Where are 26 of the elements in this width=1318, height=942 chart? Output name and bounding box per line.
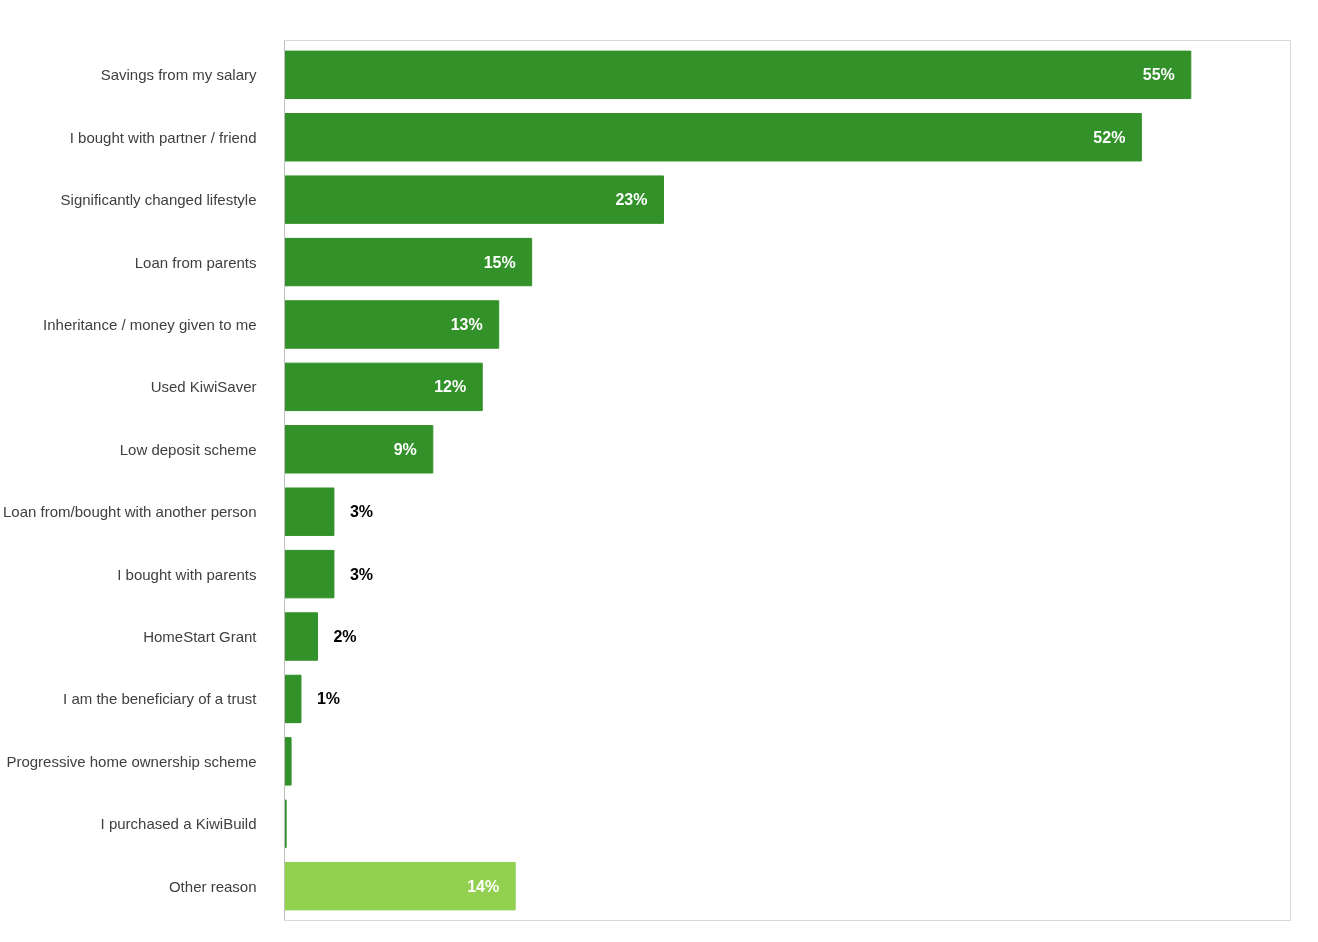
y-tick-label: HomeStart Grant xyxy=(143,628,258,646)
y-tick-label: I bought with parents xyxy=(117,565,257,583)
data-label: 14% xyxy=(467,877,500,895)
y-tick-label: Other reason xyxy=(168,877,257,895)
data-label: 13% xyxy=(450,315,483,333)
data-label: 12% xyxy=(434,378,467,396)
data-label: 2% xyxy=(333,628,357,646)
data-label: 55% xyxy=(1142,66,1175,84)
y-tick-label: I purchased a KiwiBuild xyxy=(100,815,257,833)
y-tick-label: Significantly changed lifestyle xyxy=(60,191,257,209)
data-label: 52% xyxy=(1093,128,1126,146)
y-tick-label: I am the beneficiary of a trust xyxy=(63,690,258,708)
y-tick-label: Used KiwiSaver xyxy=(150,378,257,396)
data-label: 3% xyxy=(349,503,374,521)
y-tick-label: Savings from my salary xyxy=(100,66,257,84)
y-tick-label: Loan from parents xyxy=(134,253,257,271)
data-label: 23% xyxy=(615,191,648,209)
data-label: 3% xyxy=(349,565,374,583)
data-label: 15% xyxy=(483,253,516,271)
data-label: 9% xyxy=(393,440,417,458)
y-tick-label: Low deposit scheme xyxy=(119,440,257,458)
y-tick-label: Loan from/bought with another person xyxy=(3,503,257,521)
y-tick-label: Inheritance / money given to me xyxy=(43,315,257,333)
y-tick-label: Progressive home ownership scheme xyxy=(6,752,257,770)
data-label: 1% xyxy=(316,690,341,708)
y-tick-label: I bought with partner / friend xyxy=(69,128,257,146)
